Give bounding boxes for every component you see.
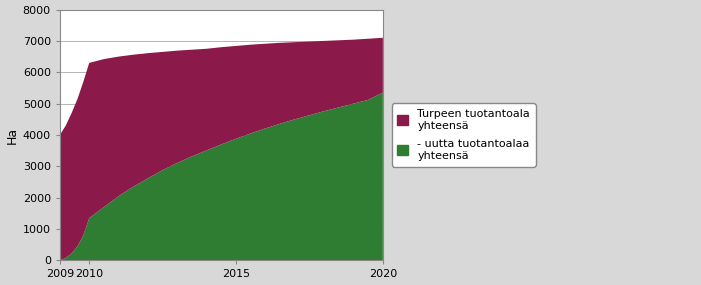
Y-axis label: Ha: Ha — [6, 127, 18, 144]
Legend: Turpeen tuotantoala
yhteensä, - uutta tuotantoalaa
yhteensä: Turpeen tuotantoala yhteensä, - uutta tu… — [392, 103, 536, 167]
